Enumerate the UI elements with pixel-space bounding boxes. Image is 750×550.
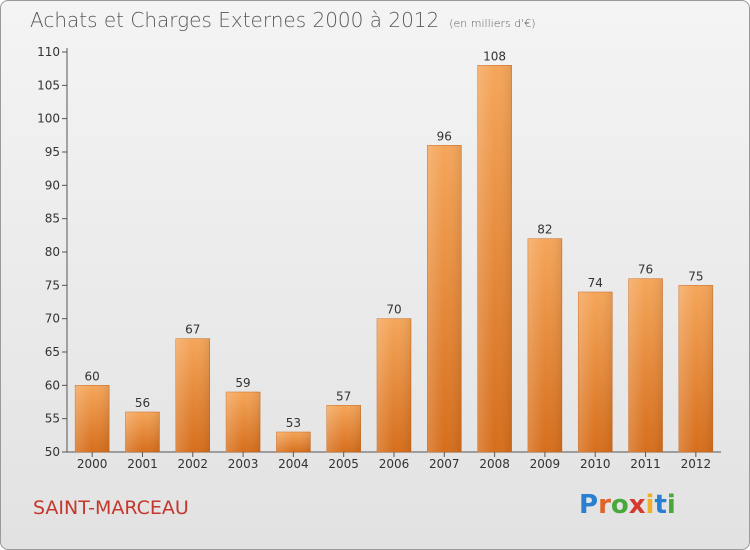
data-label-2001: 56 bbox=[135, 396, 150, 410]
bar-shine-2011 bbox=[628, 278, 663, 452]
y-tick-label: 65 bbox=[45, 345, 60, 359]
x-tick-label: 2005 bbox=[328, 457, 359, 471]
y-tick-label: 110 bbox=[37, 45, 60, 59]
data-label-2004: 53 bbox=[286, 416, 301, 430]
y-tick-label: 105 bbox=[37, 78, 60, 92]
bar-shine-2004 bbox=[276, 432, 311, 452]
bar-shine-2005 bbox=[326, 405, 361, 452]
logo-letter: i bbox=[645, 490, 655, 520]
bar-shine-2003 bbox=[226, 392, 261, 452]
y-tick-label: 75 bbox=[45, 278, 60, 292]
data-label-2008: 108 bbox=[483, 49, 506, 63]
y-tick-label: 80 bbox=[45, 245, 60, 259]
x-tick-label: 2010 bbox=[580, 457, 611, 471]
bar-shine-2008 bbox=[477, 65, 512, 452]
bar-shine-2007 bbox=[427, 145, 462, 453]
y-tick-label: 100 bbox=[37, 112, 60, 126]
bar-shine-2006 bbox=[377, 318, 411, 452]
logo-letter: o bbox=[610, 490, 629, 520]
x-tick-label: 2000 bbox=[77, 457, 108, 471]
y-tick-label: 55 bbox=[45, 412, 60, 426]
y-tick-label: 85 bbox=[45, 212, 60, 226]
x-tick-label: 2009 bbox=[530, 457, 561, 471]
bar-shine-2009 bbox=[527, 238, 562, 452]
y-tick-label: 95 bbox=[45, 145, 60, 159]
logo-letter: t bbox=[654, 490, 667, 520]
data-label-2006: 70 bbox=[386, 303, 401, 317]
x-tick-label: 2006 bbox=[379, 457, 410, 471]
chart-title-text: Achats et Charges Externes 2000 à 2012 bbox=[30, 8, 440, 32]
data-label-2000: 60 bbox=[85, 369, 100, 383]
x-tick-label: 2002 bbox=[177, 457, 208, 471]
bar-shine-2002 bbox=[175, 338, 210, 452]
data-label-2012: 75 bbox=[688, 269, 703, 283]
data-label-2005: 57 bbox=[336, 389, 351, 403]
x-tick-label: 2003 bbox=[228, 457, 259, 471]
data-label-2010: 74 bbox=[588, 276, 603, 290]
x-tick-label: 2001 bbox=[127, 457, 158, 471]
chart-title: Achats et Charges Externes 2000 à 2012 (e… bbox=[30, 8, 536, 32]
x-tick-label: 2004 bbox=[278, 457, 309, 471]
data-label-2007: 96 bbox=[437, 129, 452, 143]
data-label-2002: 67 bbox=[185, 323, 200, 337]
y-tick-label: 60 bbox=[45, 378, 60, 392]
proxiti-logo: Proxiti bbox=[579, 490, 676, 520]
logo-letter: i bbox=[666, 490, 676, 520]
y-tick-label: 50 bbox=[45, 445, 60, 459]
y-tick-label: 90 bbox=[45, 178, 60, 192]
bars-group bbox=[74, 65, 714, 453]
axes: 50 55 60 65 70 75 80 85 90 95 100 105 110 bbox=[37, 45, 721, 459]
bar-shine-2001 bbox=[125, 412, 160, 452]
bar-shine-2000 bbox=[75, 385, 110, 452]
logo-letter: P bbox=[579, 490, 599, 520]
data-label-2009: 82 bbox=[537, 223, 552, 237]
bar-shine-2010 bbox=[578, 292, 613, 452]
logo-letter: x bbox=[628, 490, 646, 520]
x-tick-label: 2007 bbox=[429, 457, 460, 471]
data-label-2011: 76 bbox=[638, 263, 653, 277]
chart-subtitle: (en milliers d'€) bbox=[449, 17, 536, 30]
logo-letter: r bbox=[598, 490, 611, 520]
x-tick-label: 2011 bbox=[630, 457, 661, 471]
y-tick-label: 70 bbox=[45, 312, 60, 326]
labels-group: 2000 60 2001 56 2002 67 2003 59 2004 53 2005 57 2006… bbox=[77, 49, 711, 471]
x-tick-label: 2012 bbox=[681, 457, 712, 471]
data-label-2003: 59 bbox=[235, 376, 250, 390]
bar-shine-2012 bbox=[678, 285, 713, 452]
x-tick-label: 2008 bbox=[479, 457, 510, 471]
city-name: SAINT-MARCEAU bbox=[33, 497, 189, 519]
